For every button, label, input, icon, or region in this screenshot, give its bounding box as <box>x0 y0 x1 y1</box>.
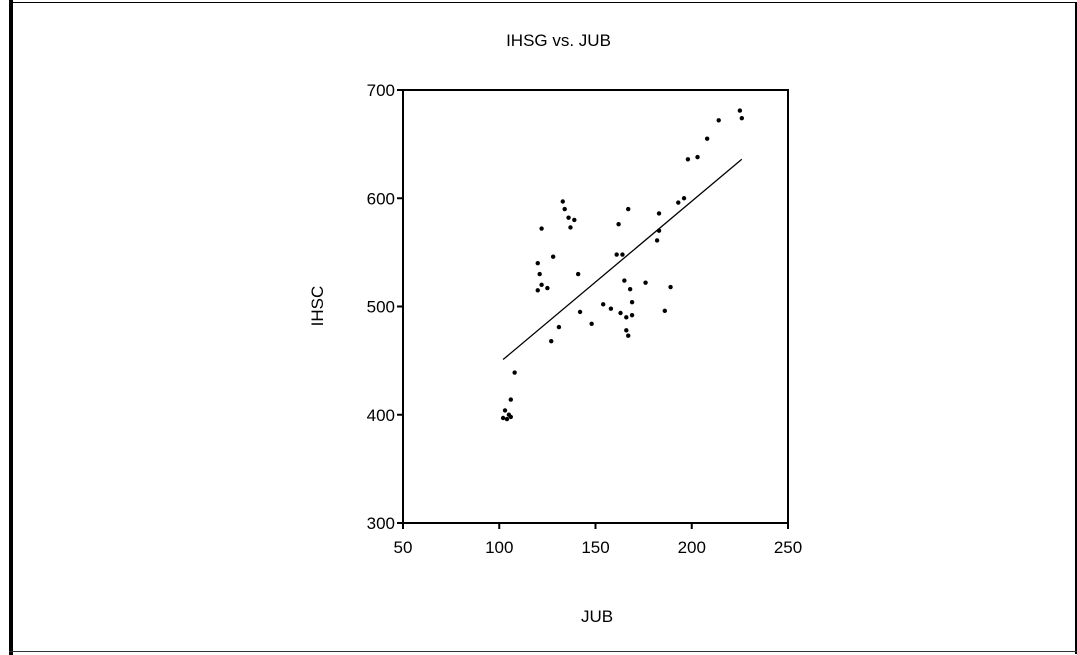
x-tick-label: 50 <box>394 538 413 557</box>
data-point <box>508 414 513 420</box>
data-point <box>539 226 544 231</box>
data-point <box>575 271 581 277</box>
data-point <box>608 306 614 311</box>
y-tick-label: 700 <box>367 81 395 100</box>
data-point <box>624 328 629 333</box>
data-point <box>535 288 540 293</box>
x-tick-label: 250 <box>774 538 802 557</box>
y-tick-label: 300 <box>367 514 395 533</box>
x-axis: 50 100 150 200 250 <box>394 523 802 557</box>
data-point <box>629 312 635 318</box>
data-point <box>572 217 577 223</box>
data-point <box>668 284 673 290</box>
y-axis: 300 400 500 600 700 <box>367 81 403 533</box>
data-point <box>716 118 721 123</box>
x-tick-label: 150 <box>581 538 609 557</box>
data-point <box>618 310 623 316</box>
y-tick-label: 500 <box>367 298 395 317</box>
data-point <box>737 108 743 113</box>
data-point <box>601 302 606 307</box>
data-point <box>512 370 517 375</box>
data-point <box>685 157 691 162</box>
data-point <box>589 321 594 327</box>
plot-area <box>402 89 789 524</box>
data-point <box>695 154 700 160</box>
frame-border-bottom <box>9 651 1077 652</box>
frame-border-top <box>9 2 1077 3</box>
data-point <box>566 215 571 220</box>
data-point <box>614 252 619 257</box>
data-point <box>549 338 554 344</box>
data-point <box>560 199 565 204</box>
data-point <box>620 252 625 257</box>
data-point <box>643 280 648 285</box>
data-point <box>535 261 540 266</box>
data-point <box>577 309 583 315</box>
y-axis-label: IHSC <box>308 286 327 327</box>
x-tick-label: 100 <box>485 538 513 557</box>
data-point <box>681 196 687 201</box>
y-tick-label: 600 <box>367 189 395 208</box>
data-point <box>550 254 556 259</box>
chart-title: IHSG vs. JUB <box>506 31 611 50</box>
data-point <box>500 415 506 421</box>
data-point <box>624 315 629 320</box>
data-point <box>704 136 710 141</box>
regression-line <box>502 158 743 361</box>
data-point <box>504 416 510 422</box>
frame-border-right <box>1075 2 1077 654</box>
data-point <box>508 397 513 402</box>
data-point <box>537 271 542 277</box>
data-point <box>676 200 681 205</box>
data-point <box>545 285 550 291</box>
x-axis-label: JUB <box>581 607 613 626</box>
data-point <box>562 206 567 212</box>
data-point <box>662 308 667 314</box>
data-point <box>739 115 744 121</box>
data-point <box>622 278 627 283</box>
y-tick-label: 400 <box>367 406 395 425</box>
data-point <box>568 225 573 230</box>
data-point <box>502 408 508 413</box>
data-point <box>556 324 562 330</box>
data-point <box>626 333 631 338</box>
data-point <box>656 211 662 216</box>
frame-border-left <box>9 0 13 655</box>
x-tick-label: 200 <box>678 538 706 557</box>
data-point <box>539 282 544 288</box>
data-point <box>627 286 633 292</box>
data-point <box>654 238 660 243</box>
data-point <box>626 206 631 212</box>
data-points <box>500 108 744 422</box>
data-point <box>616 222 621 227</box>
data-point <box>629 299 635 305</box>
